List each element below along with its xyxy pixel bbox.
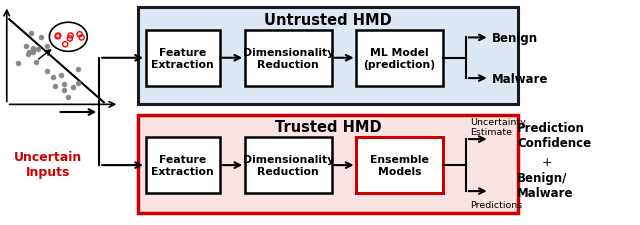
Text: Dimensionality
Reduction: Dimensionality Reduction — [243, 155, 334, 176]
Text: Feature
Extraction: Feature Extraction — [151, 155, 214, 176]
Text: Feature
Extraction: Feature Extraction — [151, 48, 214, 69]
Text: Untrusted HMD: Untrusted HMD — [264, 13, 392, 28]
Bar — [146, 30, 220, 87]
Text: Predictions: Predictions — [470, 200, 523, 209]
Text: Benign: Benign — [492, 32, 538, 45]
Bar — [245, 137, 332, 194]
Text: Dimensionality
Reduction: Dimensionality Reduction — [243, 48, 334, 69]
Bar — [356, 137, 443, 194]
Text: Trusted HMD: Trusted HMD — [275, 120, 381, 135]
Text: Prediction
Confidence: Prediction Confidence — [517, 121, 591, 149]
Text: ML Model
(prediction): ML Model (prediction) — [364, 48, 436, 69]
Text: Ensemble
Models: Ensemble Models — [371, 155, 429, 176]
Text: Benign/
Malware: Benign/ Malware — [517, 172, 573, 200]
Bar — [138, 116, 518, 213]
Text: +: + — [542, 155, 552, 169]
Text: Uncertainty
Estimate: Uncertainty Estimate — [470, 117, 526, 137]
Bar — [146, 137, 220, 194]
Text: Malware: Malware — [492, 72, 548, 85]
Bar — [356, 30, 443, 87]
Bar — [138, 8, 518, 105]
Text: Uncertain
Inputs: Uncertain Inputs — [14, 150, 82, 178]
Bar — [245, 30, 332, 87]
